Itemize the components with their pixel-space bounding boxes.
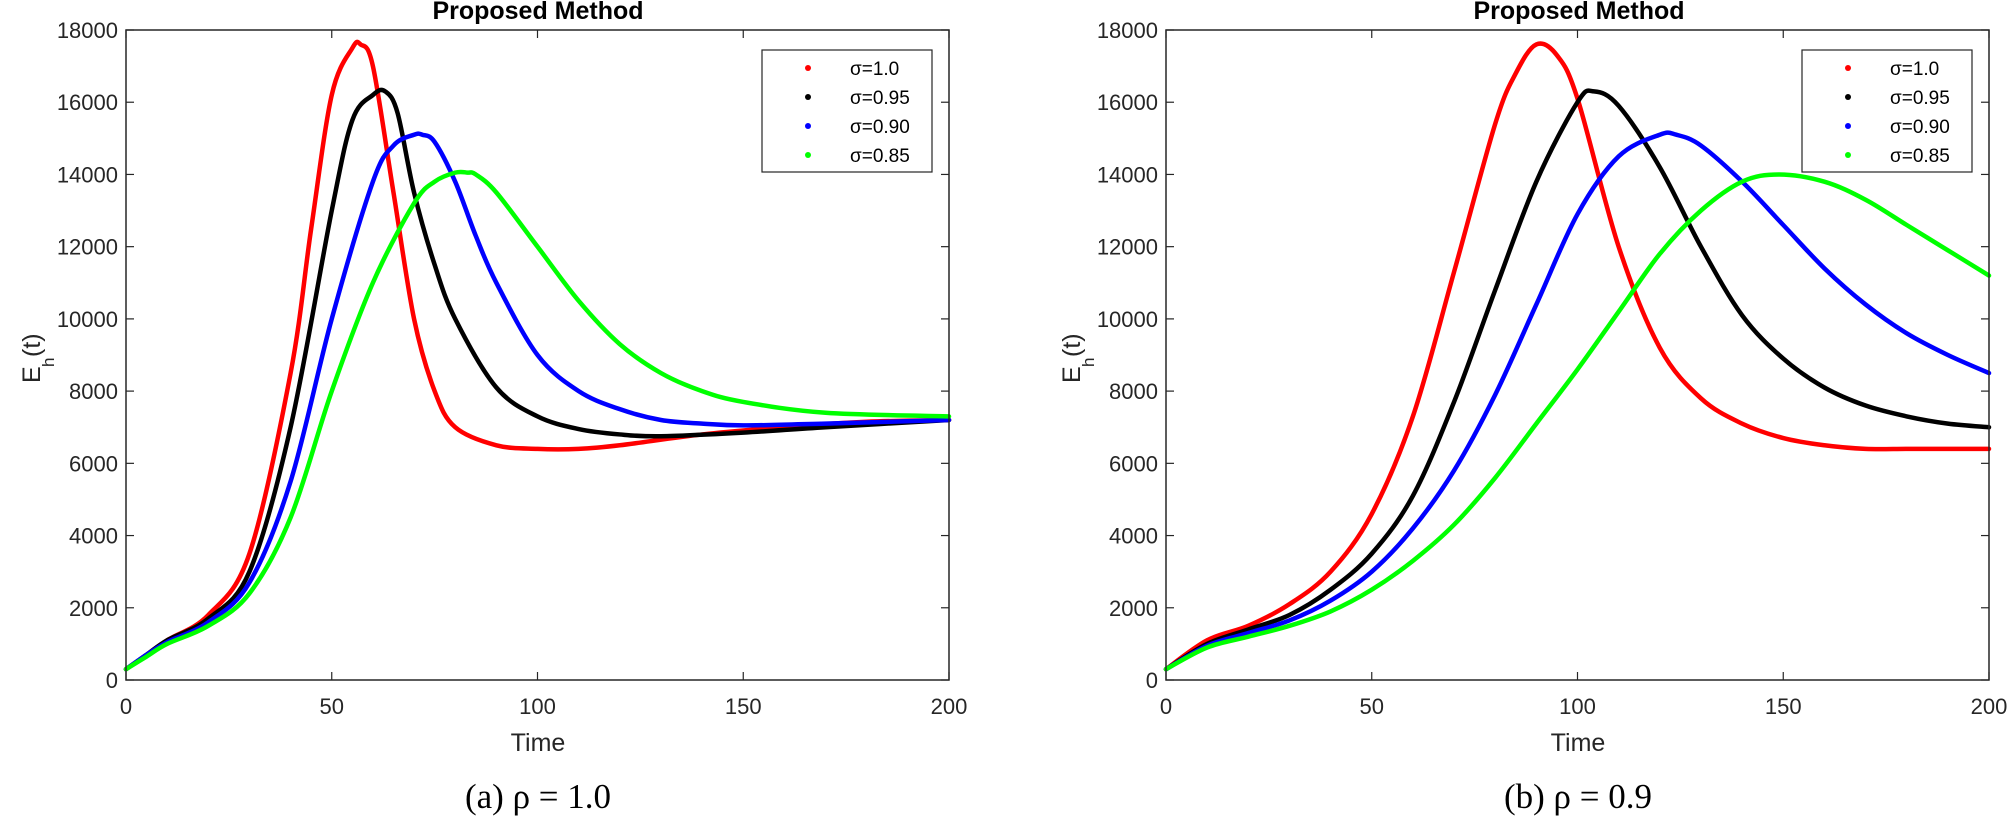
legend-label-1: σ=0.95 xyxy=(850,88,910,109)
x-tick-label: 0 xyxy=(120,694,132,719)
x-tick-label: 50 xyxy=(1360,694,1384,719)
series-line-2 xyxy=(123,131,952,672)
legend-marker-0 xyxy=(1845,65,1851,71)
y-tick-label: 16000 xyxy=(1097,90,1158,115)
y-tick-label: 0 xyxy=(106,668,118,693)
legend-marker-1 xyxy=(805,94,811,100)
legend-box-b xyxy=(1801,49,1973,173)
y-tick-label: 2000 xyxy=(69,596,118,621)
legend-marker-3 xyxy=(1845,152,1851,158)
x-tick-label: 150 xyxy=(1765,694,1802,719)
panel-a: Proposed Method 0 50 100 150 200 0 2000 4000 60… xyxy=(18,0,967,816)
legend-marker-2 xyxy=(1845,123,1851,129)
y-tick-label: 12000 xyxy=(57,235,118,260)
chart-title-a: Proposed Method xyxy=(432,0,643,25)
legend-b: σ=1.0 σ=0.95 σ=0.90 σ=0.85 xyxy=(1801,49,1973,173)
y-tick-label: 10000 xyxy=(1097,307,1158,332)
y-tick-label: 0 xyxy=(1146,668,1158,693)
y-axis-label-b-sub: h xyxy=(1079,358,1098,367)
y-axis-label-a: E h (t) xyxy=(18,333,58,383)
y-axis-label-b: E h (t) xyxy=(1058,333,1098,383)
series-line-3 xyxy=(1163,172,1992,672)
y-tick-label: 14000 xyxy=(1097,162,1158,187)
chart-title-b: Proposed Method xyxy=(1473,0,1684,25)
y-axis-label-a-main: E xyxy=(18,366,46,383)
x-tick-label: 150 xyxy=(725,694,762,719)
x-tick-label: 50 xyxy=(320,694,344,719)
x-tick-label: 100 xyxy=(1559,694,1596,719)
y-tick-label: 8000 xyxy=(1109,379,1158,404)
legend-marker-1 xyxy=(1845,94,1851,100)
legend-label-1: σ=0.95 xyxy=(1890,88,1950,109)
y-tick-label: 4000 xyxy=(1109,524,1158,549)
y-tick-label: 14000 xyxy=(57,162,118,187)
y-tick-label: 6000 xyxy=(69,451,118,476)
legend-label-2: σ=0.90 xyxy=(850,117,910,138)
legend-box-a xyxy=(761,49,933,173)
x-tick-label: 200 xyxy=(1971,694,2008,719)
legend-marker-3 xyxy=(805,152,811,158)
legend-label-0: σ=1.0 xyxy=(850,59,899,80)
y-tick-label: 16000 xyxy=(57,90,118,115)
legend-marker-2 xyxy=(805,123,811,129)
series-line-0 xyxy=(123,39,952,672)
y-tick-label: 10000 xyxy=(57,307,118,332)
y-tick-label: 6000 xyxy=(1109,451,1158,476)
y-axis-label-b-main: E xyxy=(1058,366,1086,383)
y-tick-label: 8000 xyxy=(69,379,118,404)
y-tick-label: 18000 xyxy=(57,18,118,43)
x-axis-label-b: Time xyxy=(1551,729,1606,757)
x-tick-label: 0 xyxy=(1160,694,1172,719)
legend-label-3: σ=0.85 xyxy=(1890,146,1950,167)
panel-b: Proposed Method 0 50 100 150 200 0 2000 4000 60… xyxy=(1058,0,2007,816)
legend-label-2: σ=0.90 xyxy=(1890,117,1950,138)
series-line-2 xyxy=(1163,130,1992,672)
series-line-1 xyxy=(123,87,952,672)
x-axis-label-a: Time xyxy=(511,729,566,757)
caption-b: (b) ρ = 0.9 xyxy=(1504,777,1652,816)
legend-label-0: σ=1.0 xyxy=(1890,59,1939,80)
legend-label-3: σ=0.85 xyxy=(850,146,910,167)
y-tick-label: 18000 xyxy=(1097,18,1158,43)
legend-marker-0 xyxy=(805,65,811,71)
legend-a: σ=1.0 σ=0.95 σ=0.90 σ=0.85 xyxy=(761,49,933,173)
x-tick-label: 100 xyxy=(519,694,556,719)
y-axis-label-a-sub: h xyxy=(39,358,58,367)
x-tick-label: 200 xyxy=(931,694,968,719)
series-line-1 xyxy=(1163,88,1992,672)
caption-a: (a) ρ = 1.0 xyxy=(465,777,611,816)
y-tick-label: 12000 xyxy=(1097,235,1158,260)
series-line-3 xyxy=(123,169,952,672)
y-tick-label: 4000 xyxy=(69,524,118,549)
series-line-0 xyxy=(1163,41,1992,672)
y-axis-label-a-tail: (t) xyxy=(18,333,46,357)
y-tick-label: 2000 xyxy=(1109,596,1158,621)
y-axis-label-b-tail: (t) xyxy=(1058,333,1086,357)
